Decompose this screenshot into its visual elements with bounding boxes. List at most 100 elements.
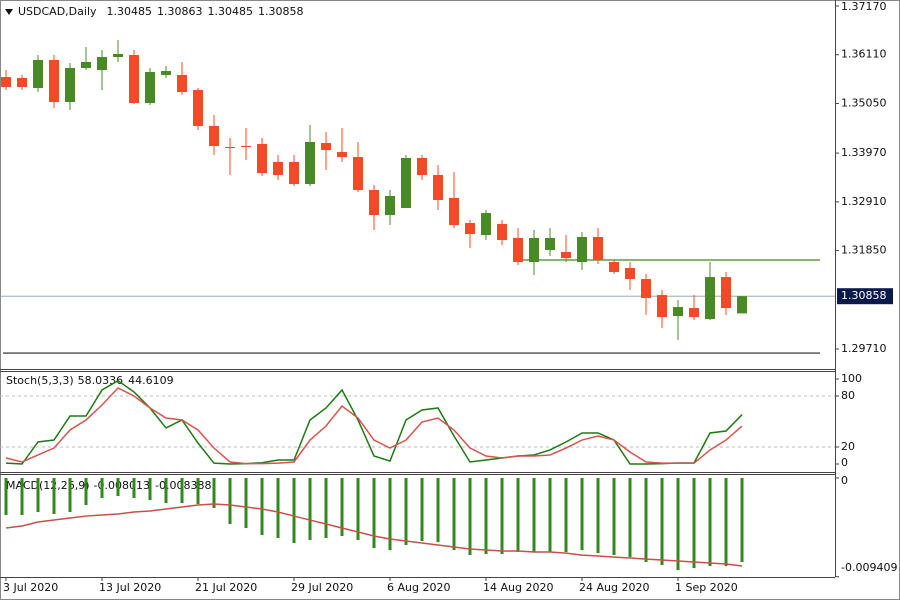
histogram-bar <box>276 477 280 538</box>
y-tick-label: 100 <box>841 372 862 385</box>
candle-body <box>449 197 459 226</box>
candle-body <box>385 196 395 216</box>
candle-body <box>689 308 699 318</box>
candle-body <box>97 57 107 71</box>
candle-body <box>545 237 555 251</box>
histogram-bar <box>180 477 184 504</box>
candle-body <box>177 74 187 93</box>
candle-body <box>417 157 427 176</box>
histogram-bar <box>100 477 104 499</box>
signal-line <box>5 503 743 567</box>
histogram-bar <box>164 477 168 504</box>
symbol: USDCAD,Daily <box>18 5 97 18</box>
candle-body <box>225 147 235 149</box>
candle-body <box>465 223 475 235</box>
x-tick-label: 6 Aug 2020 <box>387 581 450 594</box>
candle-body <box>257 144 267 174</box>
main-value: -0.008013 <box>94 479 150 492</box>
candle-body <box>561 252 571 259</box>
histogram-bar <box>452 477 456 551</box>
candle-body <box>705 277 715 320</box>
histogram-bar <box>68 477 72 512</box>
histogram-bar <box>356 477 360 540</box>
candle-body <box>65 68 75 102</box>
histogram-bar <box>660 477 664 566</box>
y-tick-label: 20 <box>841 440 855 453</box>
symbol-menu-icon[interactable] <box>5 9 13 15</box>
x-tick-label: 29 Jul 2020 <box>291 581 353 594</box>
histogram-bar <box>628 477 632 558</box>
y-tick-label: 1.31850 <box>841 244 887 257</box>
y-tick-label: -0.009409 <box>841 561 897 574</box>
histogram-bar <box>292 477 296 544</box>
candle-body <box>529 237 539 263</box>
candle-body <box>33 60 43 89</box>
histogram-bar <box>308 477 312 540</box>
histogram-bar <box>420 477 424 542</box>
y-tick-label: 1.29710 <box>841 342 887 355</box>
candle-body <box>81 61 91 69</box>
open-value: 1.30485 <box>107 5 153 18</box>
candle-body <box>593 236 603 261</box>
histogram-bar <box>340 477 344 536</box>
indicator-line <box>5 379 743 465</box>
histogram-bar <box>708 477 712 567</box>
candle-body <box>337 152 347 158</box>
candle-body <box>209 125 219 146</box>
y-tick-label: 1.33970 <box>841 146 887 159</box>
x-tick-label: 13 Jul 2020 <box>99 581 161 594</box>
histogram-bar <box>132 477 136 499</box>
x-tick-label: 14 Aug 2020 <box>483 581 553 594</box>
histogram-bar <box>36 477 40 512</box>
candle-body <box>353 157 363 190</box>
y-tick-label: 0 <box>841 474 848 487</box>
x-tick-label: 24 Aug 2020 <box>579 581 649 594</box>
candle-body <box>1 77 11 87</box>
candle-body <box>161 70 171 75</box>
histogram-bar <box>740 477 744 563</box>
histogram-bar <box>4 477 8 516</box>
y-tick-label: 1.32910 <box>841 195 887 208</box>
x-tick-label: 21 Jul 2020 <box>195 581 257 594</box>
y-tick-label: 1.37170 <box>841 0 887 13</box>
histogram-bar <box>548 477 552 553</box>
histogram-bar <box>244 477 248 529</box>
candle-body <box>673 307 683 317</box>
histogram-bar <box>116 477 120 497</box>
candle-body <box>273 161 283 176</box>
candle-body <box>657 295 667 318</box>
indicator-name: Stoch(5,3,3) <box>6 374 74 387</box>
candle-body <box>737 296 747 314</box>
y-tick-label: 80 <box>841 389 855 402</box>
histogram-bar <box>260 477 264 536</box>
candle-body <box>433 175 443 201</box>
histogram-bar <box>52 477 56 514</box>
candle-body <box>113 53 123 58</box>
histogram-bar <box>388 477 392 551</box>
histogram-bar <box>532 477 536 553</box>
histogram-bar <box>196 477 200 504</box>
indicator-name: MACD(12,26,9) <box>6 479 90 492</box>
histogram-bar <box>468 477 472 556</box>
candle-body <box>17 77 27 87</box>
candle-body <box>241 145 251 148</box>
header: USDCAD,Daily 1.30485 1.30863 1.30485 1.30858 <box>18 5 304 18</box>
candle-body <box>513 237 523 263</box>
close-value: 1.30858 <box>258 5 304 18</box>
candle-body <box>609 262 619 273</box>
candle-body <box>145 72 155 103</box>
current-price-box <box>837 288 893 305</box>
histogram-bar <box>676 477 680 571</box>
histogram-bar <box>404 477 408 546</box>
current-price-label: 1.30858 <box>841 289 887 302</box>
histogram-bar <box>724 477 728 567</box>
histogram-bar <box>692 477 696 569</box>
candle-body <box>721 277 731 309</box>
histogram-bar <box>212 477 216 508</box>
candle-body <box>481 213 491 236</box>
histogram-bar <box>436 477 440 543</box>
high-value: 1.30863 <box>157 5 203 18</box>
histogram-bar <box>228 477 232 525</box>
